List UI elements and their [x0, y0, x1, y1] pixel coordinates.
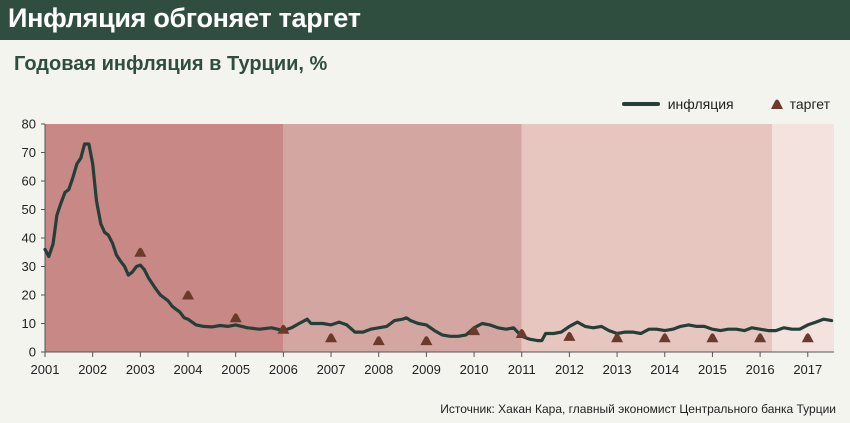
background-band-4: [772, 124, 834, 352]
x-tick-label: 2011: [508, 362, 536, 377]
y-tick-label: 30: [22, 259, 36, 274]
x-tick-label: 2009: [412, 362, 441, 377]
target-marker: [182, 290, 195, 300]
legend-inflation-label: инфляция: [667, 96, 734, 112]
x-tick-label: 2005: [221, 362, 250, 377]
y-tick-label: 60: [22, 174, 36, 189]
target-marker: [658, 333, 671, 343]
x-tick-label: 2008: [364, 362, 393, 377]
x-tick-label: 2016: [746, 362, 775, 377]
x-tick-label: 2007: [317, 362, 346, 377]
target-marker: [325, 333, 338, 343]
y-tick-label: 50: [22, 202, 36, 217]
x-tick-label: 2001: [31, 362, 60, 377]
x-tick-label: 2015: [698, 362, 727, 377]
target-marker: [754, 333, 767, 343]
x-tick-label: 2013: [603, 362, 632, 377]
target-marker: [420, 336, 433, 346]
target-marker: [468, 326, 481, 336]
target-marker: [611, 333, 624, 343]
target-marker: [372, 336, 385, 346]
source-note: Источник: Хакан Кара, главный экономист …: [440, 402, 836, 416]
x-tick-label: 2012: [555, 362, 584, 377]
legend-line-swatch: [621, 102, 660, 106]
target-marker: [229, 313, 242, 323]
target-marker: [706, 333, 719, 343]
y-tick-label: 80: [22, 117, 36, 132]
chart-subtitle: Годовая инфляция в Турции, %: [14, 53, 328, 75]
header-bar: Инфляция обгоняет таргет: [0, 0, 850, 40]
y-tick-label: 70: [22, 145, 36, 160]
y-tick-label: 0: [29, 345, 36, 360]
target-marker: [515, 328, 528, 338]
y-tick-label: 40: [22, 231, 36, 246]
background-band-2: [283, 124, 522, 352]
y-tick-label: 10: [22, 316, 36, 331]
x-tick-label: 2006: [269, 362, 298, 377]
series-line-inflation: [43, 142, 834, 343]
target-marker: [563, 331, 576, 341]
legend: инфляция таргет: [621, 94, 830, 114]
legend-target-marker-icon: [770, 99, 783, 109]
legend-target-label: таргет: [789, 96, 830, 112]
x-tick-label: 2002: [78, 362, 107, 377]
target-marker: [801, 333, 814, 343]
x-tick-label: 2010: [460, 362, 489, 377]
x-tick-label: 2003: [126, 362, 155, 377]
x-tick-label: 2017: [793, 362, 822, 377]
background-band-1: [45, 124, 284, 352]
target-marker: [134, 247, 147, 257]
target-marker: [277, 324, 290, 334]
chart-title: Инфляция обгоняет таргет: [8, 3, 361, 33]
y-tick-label: 20: [22, 288, 36, 303]
background-band-3: [521, 124, 773, 352]
x-tick-label: 2004: [174, 362, 203, 377]
x-tick-label: 2014: [650, 362, 679, 377]
